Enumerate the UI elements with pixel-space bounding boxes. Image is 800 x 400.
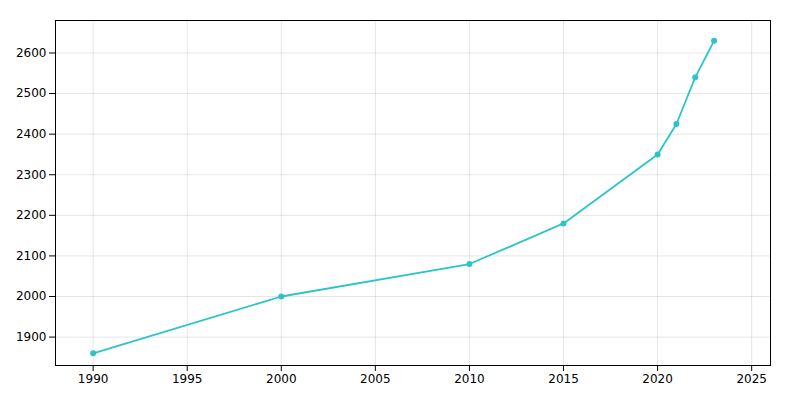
svg-text:1900: 1900 [16, 330, 47, 344]
svg-text:2015: 2015 [548, 372, 579, 386]
svg-text:2025: 2025 [736, 372, 767, 386]
svg-text:2000: 2000 [266, 372, 297, 386]
svg-text:1995: 1995 [172, 372, 203, 386]
svg-text:2600: 2600 [16, 46, 47, 60]
svg-text:2005: 2005 [360, 372, 391, 386]
svg-text:2020: 2020 [642, 372, 673, 386]
svg-text:2200: 2200 [16, 208, 47, 222]
svg-text:1990: 1990 [78, 372, 109, 386]
svg-text:2500: 2500 [16, 86, 47, 100]
svg-text:2400: 2400 [16, 127, 47, 141]
svg-text:2100: 2100 [16, 249, 47, 263]
svg-text:2300: 2300 [16, 168, 47, 182]
svg-text:2000: 2000 [16, 289, 47, 303]
svg-text:2010: 2010 [454, 372, 485, 386]
